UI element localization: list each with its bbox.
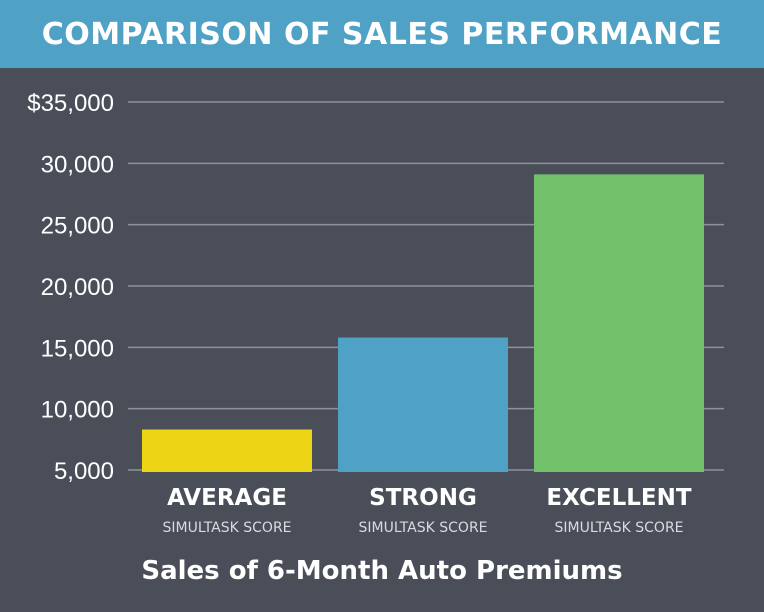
bars [142, 174, 704, 472]
y-tick-label: 10,000 [41, 397, 114, 424]
category-label: STRONG [369, 485, 477, 511]
chart-title: COMPARISON OF SALES PERFORMANCE [41, 16, 723, 52]
category-label: AVERAGE [167, 485, 287, 511]
y-tick-label: 15,000 [41, 335, 114, 362]
category-sublabel: SIMULTASK SCORE [162, 520, 291, 536]
y-tick-label: 5,000 [54, 458, 114, 485]
bar-excellent [534, 174, 704, 472]
y-tick-label: 25,000 [41, 213, 114, 240]
y-tick-label: 30,000 [41, 151, 114, 178]
x-axis-label: Sales of 6-Month Auto Premiums [141, 556, 623, 586]
y-tick-label: $35,000 [27, 90, 114, 117]
bar-average [142, 429, 312, 472]
y-tick-label: 20,000 [41, 274, 114, 301]
category-labels: AVERAGE SIMULTASK SCORE STRONG SIMULTASK SC… [162, 485, 691, 536]
y-axis-ticks: 5,000 10,000 15,000 20,000 25,000 30,000 $35,0… [27, 90, 114, 485]
category-label: EXCELLENT [546, 485, 691, 511]
chart-title-banner: COMPARISON OF SALES PERFORMANCE [0, 0, 764, 68]
bar-strong [338, 337, 508, 472]
category-sublabel: SIMULTASK SCORE [554, 520, 683, 536]
category-sublabel: SIMULTASK SCORE [358, 520, 487, 536]
